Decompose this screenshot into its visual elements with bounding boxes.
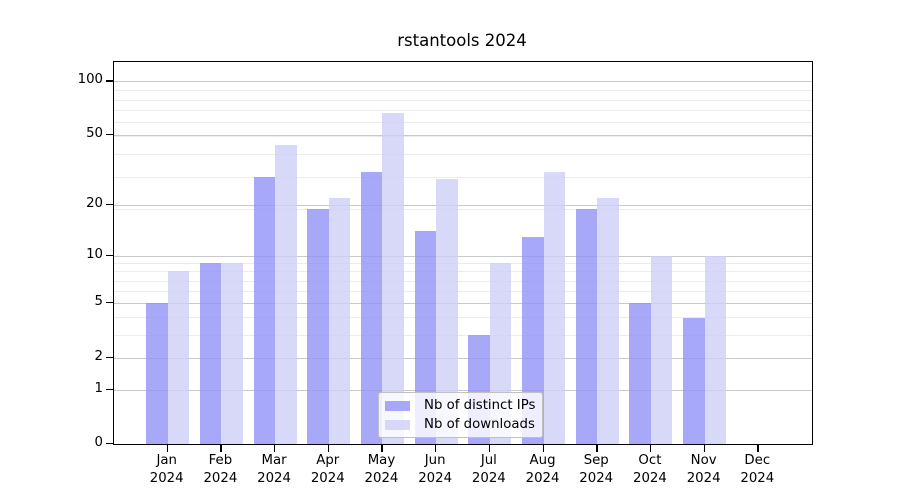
gridline-major bbox=[114, 255, 812, 257]
gridline-minor bbox=[114, 317, 812, 319]
chart-title: rstantools 2024 bbox=[397, 31, 527, 50]
y-tick-mark bbox=[106, 254, 113, 256]
gridline-minor bbox=[114, 271, 812, 273]
bar-distinct-ips-may bbox=[360, 171, 383, 444]
gridline-minor bbox=[114, 176, 812, 178]
gridline-minor bbox=[114, 136, 812, 138]
x-tick-mark bbox=[542, 445, 544, 452]
bar-distinct-ips-jan bbox=[146, 303, 168, 444]
x-tick-mark bbox=[220, 445, 222, 452]
y-tick-label: 0 bbox=[94, 435, 103, 450]
x-tick-label: Oct 2024 bbox=[633, 453, 667, 486]
bar-downloads-jun bbox=[436, 179, 458, 444]
bar-downloads-feb bbox=[221, 263, 243, 444]
gridline-minor bbox=[114, 122, 812, 124]
bar-downloads-sep bbox=[597, 197, 619, 444]
bars-layer bbox=[114, 62, 812, 444]
x-tick-label: Apr 2024 bbox=[310, 453, 345, 486]
x-tick-mark bbox=[166, 445, 168, 452]
legend-item-distinct-ips: Nb of distinct IPs bbox=[379, 396, 542, 415]
x-tick-mark bbox=[757, 445, 759, 452]
bar-downloads-oct bbox=[650, 255, 673, 444]
legend: Nb of distinct IPs Nb of downloads bbox=[378, 392, 543, 438]
y-tick-mark bbox=[106, 302, 113, 304]
x-tick-label: Mar 2024 bbox=[257, 453, 291, 486]
y-tick-label: 5 bbox=[94, 294, 103, 310]
x-tick-label: Dec 2024 bbox=[740, 453, 775, 486]
bar-downloads-aug bbox=[543, 171, 566, 444]
x-tick-mark bbox=[488, 445, 491, 452]
gridline-major bbox=[114, 204, 812, 206]
gridline-minor bbox=[114, 90, 812, 92]
bar-distinct-ips-sep bbox=[575, 208, 598, 444]
x-tick-label: Sep 2024 bbox=[579, 453, 614, 486]
x-tick-mark bbox=[327, 445, 330, 452]
x-tick-label: Aug 2024 bbox=[525, 453, 560, 486]
x-tick-mark bbox=[649, 445, 652, 452]
bar-distinct-ips-jun bbox=[414, 231, 437, 444]
y-tick-mark bbox=[106, 356, 113, 358]
bar-distinct-ips-oct bbox=[629, 303, 651, 444]
x-tick-label: Jan 2024 bbox=[149, 453, 184, 486]
bar-downloads-nov bbox=[704, 255, 727, 444]
legend-swatch-downloads bbox=[385, 419, 410, 430]
gridline-minor bbox=[114, 110, 812, 112]
gridline-major bbox=[114, 134, 812, 136]
bar-distinct-ips-nov bbox=[683, 317, 705, 444]
y-tick-mark bbox=[106, 443, 113, 445]
legend-label-distinct-ips: Nb of distinct IPs bbox=[424, 398, 536, 413]
bar-distinct-ips-feb bbox=[199, 263, 222, 444]
gridline-major bbox=[114, 303, 812, 305]
bar-distinct-ips-mar bbox=[253, 176, 276, 444]
gridline-minor bbox=[114, 291, 812, 293]
x-tick-label: Nov 2024 bbox=[686, 453, 721, 486]
gridline-major bbox=[114, 357, 812, 359]
bar-downloads-may bbox=[382, 113, 404, 444]
gridline-minor bbox=[114, 99, 812, 101]
y-tick-mark bbox=[106, 133, 113, 136]
y-tick-mark bbox=[106, 80, 113, 82]
gridline-minor bbox=[114, 154, 812, 156]
y-tick-mark bbox=[106, 203, 113, 205]
bar-downloads-jan bbox=[167, 271, 190, 444]
gridline-minor bbox=[114, 208, 812, 210]
x-tick-mark bbox=[435, 445, 437, 452]
legend-item-downloads: Nb of downloads bbox=[379, 415, 542, 434]
y-tick-label: 2 bbox=[94, 348, 103, 364]
legend-label-downloads: Nb of downloads bbox=[424, 417, 535, 432]
legend-swatch-distinct-ips bbox=[385, 400, 410, 411]
gridline-minor bbox=[114, 280, 812, 282]
bar-downloads-apr bbox=[328, 197, 351, 444]
x-tick-mark bbox=[596, 445, 598, 452]
bar-downloads-mar bbox=[275, 144, 297, 444]
plot-area bbox=[113, 61, 813, 445]
x-tick-label: Jun 2024 bbox=[418, 453, 453, 486]
gridline-minor bbox=[114, 335, 812, 337]
x-tick-mark bbox=[381, 445, 383, 452]
y-tick-label: 1 bbox=[94, 380, 103, 396]
gridline-major bbox=[114, 389, 812, 391]
gridline-minor bbox=[114, 263, 812, 264]
y-tick-label: 10 bbox=[86, 246, 103, 262]
x-tick-label: Feb 2024 bbox=[203, 453, 238, 486]
y-tick-label: 100 bbox=[77, 72, 103, 88]
x-tick-mark bbox=[274, 445, 276, 452]
grid-layer bbox=[114, 62, 812, 444]
x-tick-mark bbox=[703, 445, 705, 452]
x-tick-label: Jul 2024 bbox=[471, 453, 506, 486]
y-tick-mark bbox=[106, 388, 113, 390]
y-tick-label: 50 bbox=[86, 125, 103, 141]
bar-distinct-ips-apr bbox=[307, 208, 329, 444]
y-tick-label: 20 bbox=[86, 195, 103, 211]
gridline-major bbox=[114, 81, 812, 83]
x-tick-label: May 2024 bbox=[364, 453, 399, 486]
